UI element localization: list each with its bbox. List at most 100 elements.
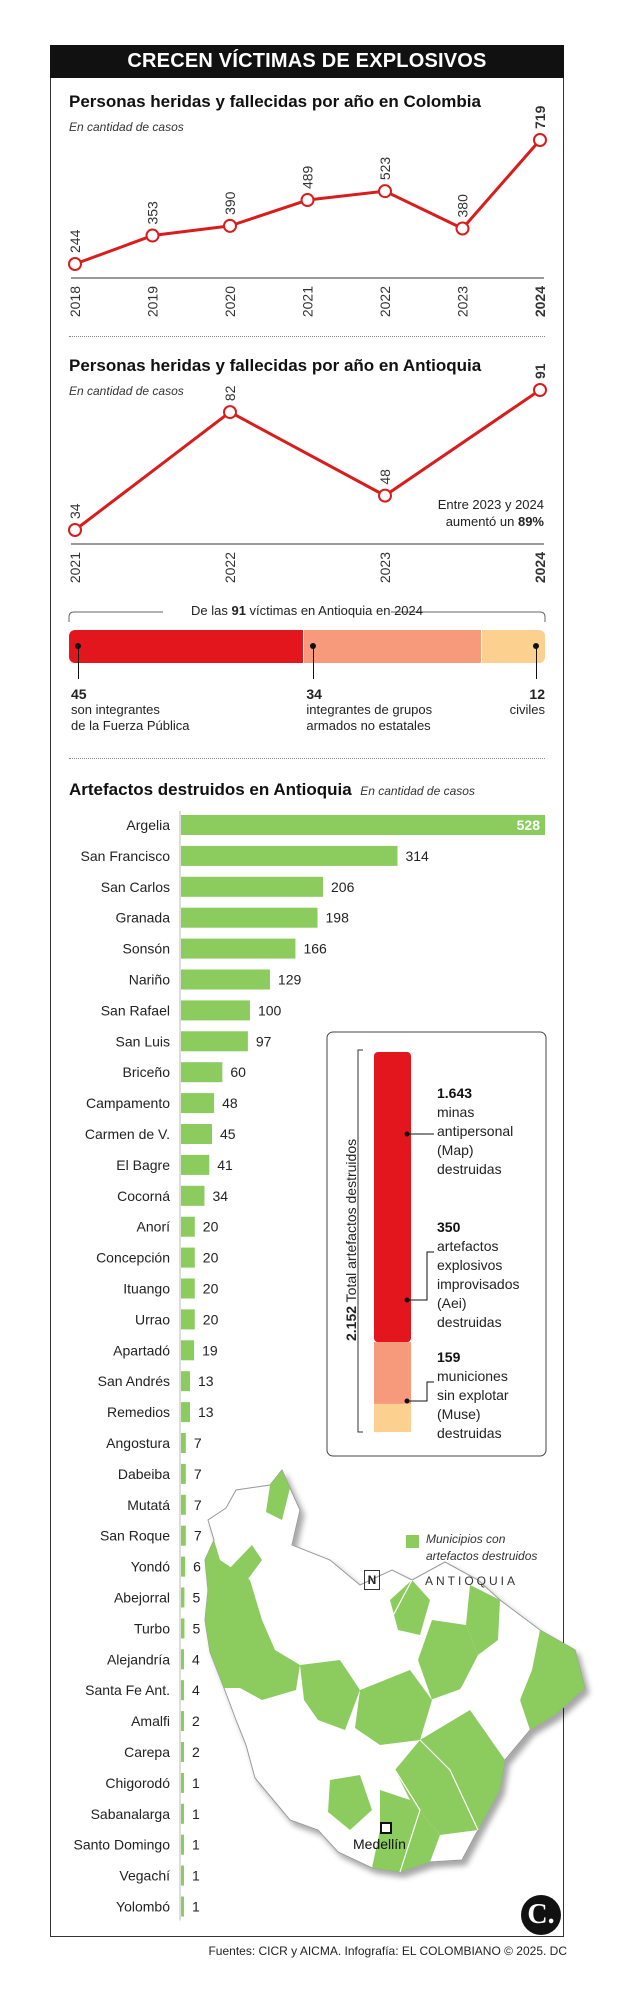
total-item-number: 350 — [437, 1219, 461, 1235]
map-legend-swatch — [406, 1535, 419, 1548]
victims-bracket — [68, 611, 546, 622]
total-item-text: municiones — [437, 1368, 508, 1384]
bar-value-label: 60 — [230, 1064, 246, 1080]
bar-value-label: 7 — [194, 1435, 202, 1451]
total-item-number: 159 — [437, 1349, 461, 1365]
data-point — [300, 193, 315, 208]
bar — [181, 938, 296, 959]
bar — [181, 1000, 250, 1021]
artefactos-chart-subtitle: En cantidad de casos — [360, 784, 475, 798]
bar-category-label: Argelia — [126, 817, 170, 833]
total-item-text: antipersonal — [437, 1123, 513, 1139]
segment-marker-line — [535, 646, 537, 679]
victims-header-num: 91 — [231, 603, 246, 618]
bar — [181, 1062, 223, 1083]
bar — [181, 1494, 186, 1515]
bar-value-label: 206 — [331, 879, 355, 895]
antioquia-chart-title: Personas heridas y fallecidas por año en… — [69, 356, 482, 375]
bar-category-label: Mutatá — [127, 1497, 170, 1513]
colombia-chart-title: Personas heridas y fallecidas por año en… — [69, 92, 481, 111]
x-tick-label: 2020 — [222, 286, 238, 317]
map-legend: Municipios con artefactos destruidos — [426, 1531, 537, 1565]
total-item-text: explosivos — [437, 1257, 502, 1273]
growth-note: Entre 2023 y 2024 aumentó un 89% — [438, 496, 544, 530]
bar-value-label: 20 — [203, 1219, 219, 1235]
bar-value-label: 2 — [192, 1713, 200, 1729]
bar-category-label: Nariño — [129, 972, 170, 988]
bar-value-label: 19 — [202, 1342, 218, 1358]
bar-category-label: Sabanalarga — [91, 1806, 171, 1822]
data-point — [378, 184, 392, 199]
bar-category-label: Abejorral — [114, 1590, 170, 1606]
bar — [181, 845, 398, 866]
bar — [181, 1278, 195, 1299]
data-point — [533, 133, 547, 147]
bar — [181, 1680, 184, 1701]
footer-source: Fuentes: CICR y AICMA. Infografía: EL CO… — [208, 1944, 567, 1958]
bar-category-label: Dabeiba — [118, 1466, 170, 1482]
artefactos-title-row: Artefactos destruidos en Antioquia En ca… — [69, 780, 475, 800]
bar-category-label: Alejandría — [107, 1651, 170, 1667]
bar-category-label: Yolombó — [116, 1899, 170, 1915]
bar-value-label: 314 — [405, 848, 429, 864]
bar — [181, 1772, 184, 1793]
total-segment — [374, 1403, 411, 1432]
bar-category-label: Briceño — [123, 1064, 171, 1080]
bar — [181, 1216, 195, 1237]
x-tick-label: 2024 — [532, 286, 548, 317]
bar — [181, 1309, 195, 1330]
x-tick-label: 2022 — [377, 286, 393, 317]
data-label: 48 — [377, 469, 393, 485]
bar — [181, 1463, 186, 1484]
total-item-text: improvisados — [437, 1276, 519, 1292]
main-title: CRECEN VÍCTIMAS DE EXPLOSIVOS — [50, 45, 564, 78]
bar-category-label: San Francisco — [81, 848, 171, 864]
total-artefactos-box: 2.152 Total artefactos destruidos 1.643 mi… — [326, 1031, 547, 1457]
city-label: Medellín — [353, 1836, 406, 1852]
bar-value-label: 528 — [517, 817, 541, 833]
bar-category-label: El Bagre — [116, 1157, 170, 1173]
victims-count-label: 45 son integrantes de la Fuerza Pública — [71, 686, 190, 733]
bar — [181, 1154, 210, 1175]
bar — [181, 1031, 248, 1052]
data-label: 91 — [532, 363, 548, 379]
x-tick-label: 2022 — [222, 552, 238, 583]
bar-category-label: Carmen de V. — [85, 1126, 170, 1142]
bar-value-label: 20 — [203, 1311, 219, 1327]
x-tick-label: 2023 — [377, 552, 393, 583]
data-label: 34 — [67, 503, 83, 519]
data-label: 719 — [532, 105, 548, 129]
colombia-chart-subtitle: En cantidad de casos — [69, 120, 184, 134]
victims-count-label: 12 civiles — [509, 686, 545, 717]
bar-value-label: 13 — [198, 1373, 214, 1389]
bar-value-label: 1 — [192, 1899, 200, 1915]
bar-category-label: Amalfi — [131, 1713, 170, 1729]
total-label-text: Total artefactos destruidos — [343, 1139, 359, 1306]
bar-category-label: Carepa — [124, 1744, 170, 1760]
bar-value-label: 4 — [192, 1682, 200, 1698]
bar-category-label: Urrao — [135, 1311, 170, 1327]
bar — [181, 1896, 184, 1917]
data-label: 380 — [455, 194, 471, 218]
bar — [181, 1556, 186, 1577]
bar-category-label: Sonsón — [123, 941, 170, 957]
north-label: N — [367, 1573, 377, 1587]
divider — [69, 336, 545, 337]
data-point — [223, 405, 237, 420]
x-tick-label: 2023 — [455, 286, 471, 317]
bar — [181, 1742, 184, 1762]
victims-header-pre: De las — [191, 603, 232, 618]
bar-category-label: Chigorodó — [105, 1775, 170, 1791]
colombia-line-chart: 244 2018 353 2019 390 2020 489 2021 523 2022 380 20… — [67, 105, 548, 317]
bar-value-label: 100 — [258, 1002, 282, 1018]
bar — [181, 1124, 213, 1144]
bar — [181, 1433, 186, 1453]
municipality-borders — [249, 1579, 521, 1873]
bar-category-label: San Rafael — [101, 1002, 170, 1018]
victims-header: De las 91 víctimas en Antioquia en 2024 — [69, 603, 545, 618]
bar-value-label: 7 — [194, 1466, 202, 1482]
bar — [181, 907, 318, 928]
bar-value-label: 45 — [220, 1126, 236, 1142]
bar-value-label: 129 — [278, 972, 302, 988]
bar-value-label: 2 — [192, 1744, 200, 1760]
